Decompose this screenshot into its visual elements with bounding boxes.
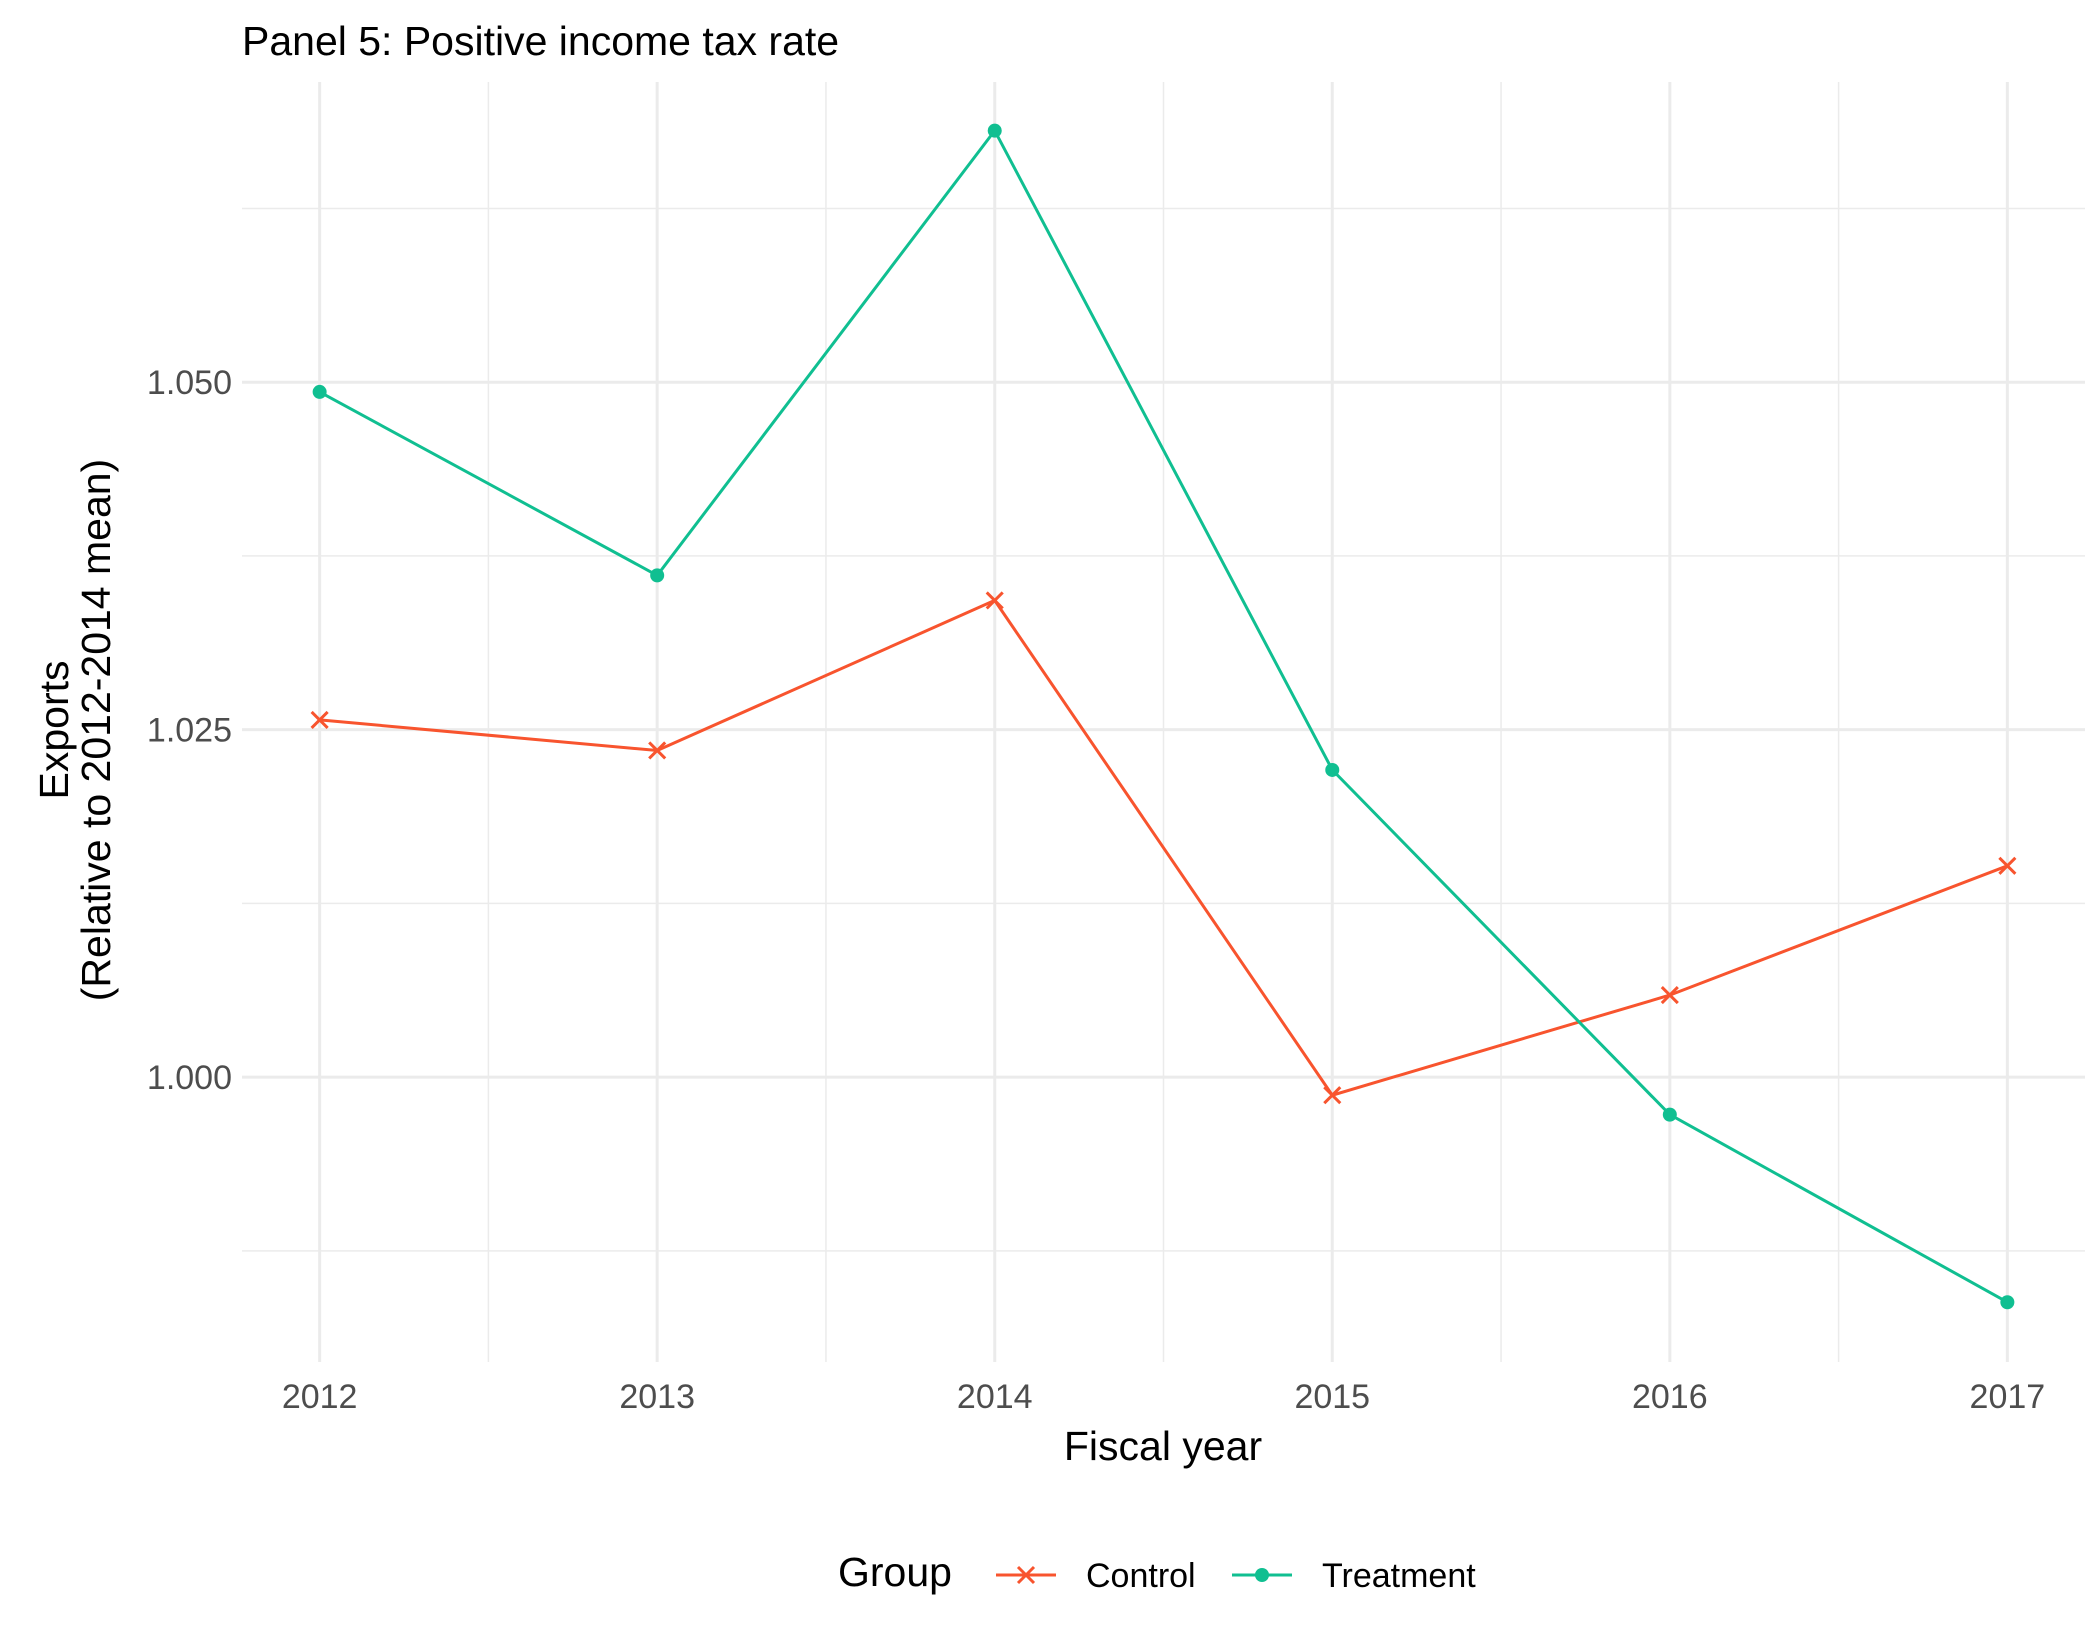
legend-label-treatment: Treatment (1322, 1557, 1476, 1595)
series-line-control (319, 598, 2008, 1097)
series-layer (310, 123, 2017, 1310)
y-tick-labels: 1.000 1.025 1.050 (147, 364, 232, 1097)
y-axis-title-line-2: (Relative to 2012-2014 mean) (73, 459, 119, 1001)
data-point-treatment (987, 123, 1002, 138)
legend-title: Group (838, 1549, 952, 1595)
data-point-control (985, 591, 1004, 610)
chart-title: Panel 5: Positive income tax rate (242, 18, 839, 64)
y-tick-label: 1.025 (147, 712, 232, 750)
data-point-control (1323, 1086, 1342, 1105)
legend-label-control: Control (1086, 1557, 1196, 1595)
x-tick-label: 2017 (1970, 1378, 2046, 1416)
data-point-treatment (650, 568, 665, 583)
x-tick-label: 2012 (282, 1378, 358, 1416)
x-tick-label: 2013 (619, 1378, 695, 1416)
y-tick-label: 1.050 (147, 364, 232, 402)
data-point-treatment (312, 384, 327, 399)
data-point-treatment (2000, 1295, 2015, 1310)
series-line-treatment (318, 127, 2009, 1304)
legend-item-control: Control (996, 1557, 1196, 1595)
x-axis-title: Fiscal year (1064, 1423, 1262, 1469)
legend-items: Control Treatment (996, 1557, 1476, 1595)
x-tick-labels: 2012 2013 2014 2015 2016 2017 (282, 1378, 2045, 1416)
legend-key-marker (1255, 1568, 1269, 1582)
x-tick-label: 2015 (1294, 1378, 1370, 1416)
grid (242, 82, 2085, 1362)
x-tick-label: 2014 (957, 1378, 1033, 1416)
legend: Group Control Treatment (838, 1549, 1476, 1595)
y-tick-label: 1.000 (147, 1059, 232, 1097)
y-axis-title: Exports (Relative to 2012-2014 mean) (31, 459, 119, 1001)
y-axis-title-line-1: Exports (31, 661, 77, 800)
data-point-control (1660, 986, 1679, 1005)
legend-key-marker (1016, 1565, 1036, 1585)
data-point-control (310, 710, 329, 729)
series-treatment (312, 123, 2015, 1310)
data-point-treatment (1325, 762, 1340, 777)
data-point-control (648, 741, 667, 760)
x-tick-label: 2016 (1632, 1378, 1708, 1416)
data-point-treatment (1662, 1107, 1677, 1122)
series-control (310, 591, 2017, 1105)
legend-item-treatment: Treatment (1232, 1557, 1476, 1595)
data-point-control (1998, 856, 2017, 875)
